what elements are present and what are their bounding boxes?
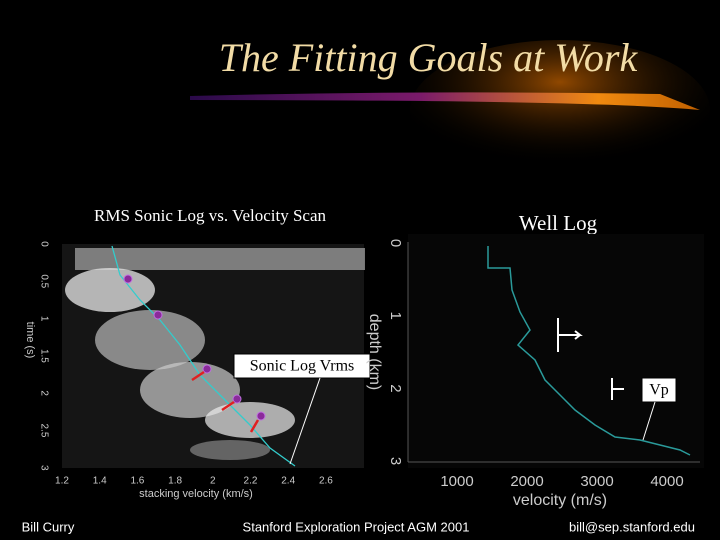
callout-box [641, 377, 677, 403]
y-tick-label: 0.5 [38, 274, 49, 288]
marker [611, 378, 624, 400]
footer-email: bill@sep.stanford.edu [569, 519, 695, 534]
y-tick-label: 3 [38, 465, 49, 471]
velocity-scan [62, 244, 365, 468]
x-tick-label: 1.8 [168, 476, 182, 487]
y-tick-label: 1 [387, 312, 404, 320]
pick [123, 274, 133, 284]
scan-blob [140, 362, 240, 418]
x-tick-label: 1.2 [55, 476, 69, 487]
y-tick-label: 2 [38, 390, 49, 396]
scan-blob [205, 402, 295, 438]
y-tick-label: 3 [387, 457, 404, 465]
callout-pointer [642, 401, 656, 441]
pick [232, 394, 242, 404]
caption: RMS Sonic Log vs. Velocity Scan [94, 206, 327, 225]
caption: Well Log [519, 211, 598, 235]
x-tick-label: 2000 [510, 473, 543, 490]
x-axis-label: velocity (m/s) [513, 492, 607, 509]
x-tick-label: 1.4 [93, 476, 107, 487]
scan-blob [95, 310, 205, 370]
y-tick-label: 0 [387, 239, 404, 247]
well-log [407, 234, 704, 468]
x-axis-label: stacking velocity (km/s) [139, 488, 253, 500]
footer-author: Bill Curry [22, 519, 75, 534]
vp-curve [487, 246, 691, 456]
y-tick-label: 2.5 [38, 424, 49, 438]
scan-band [75, 248, 365, 270]
x-tick-label: 2.6 [319, 476, 333, 487]
plot-area [408, 234, 704, 468]
tick-labels: 0 0.5 1 1.5 2 2.5 3 1.2 1.4 1.6 1.8 2 2.2 2.4 2.6 time … [24, 239, 684, 509]
arrows [191, 370, 260, 433]
title-swoosh [190, 92, 700, 110]
x-tick-label: 1000 [440, 473, 473, 490]
scan-blob [190, 440, 270, 460]
arrow [221, 400, 235, 412]
x-tick-label: 4000 [650, 473, 683, 490]
y-tick-label: 1.5 [38, 349, 49, 363]
picks [123, 274, 266, 421]
pick [256, 411, 266, 421]
arrow [191, 370, 205, 382]
y-tick-label: 2 [387, 384, 404, 392]
footer-event: Stanford Exploration Project AGM 2001 [243, 519, 470, 534]
y-tick-label: 0 [38, 241, 49, 247]
callout-pointer [289, 377, 321, 465]
pick [153, 310, 163, 320]
y-axis-label: time (s) [24, 322, 36, 359]
x-tick-label: 2.4 [281, 476, 295, 487]
y-tick-label: 1 [38, 316, 49, 322]
x-tick-label: 3000 [580, 473, 613, 490]
x-tick-label: 2.2 [244, 476, 258, 487]
marker [557, 318, 583, 352]
scan-blob [65, 268, 155, 312]
x-tick-label: 1.6 [130, 476, 144, 487]
pick [202, 364, 212, 374]
glow [410, 40, 710, 180]
x-tick-label: 2 [210, 476, 216, 487]
y-axis-label: depth (km) [366, 314, 383, 390]
callout: Sonic Log Vrms [250, 358, 355, 375]
title: The Fitting Goals at Work [219, 35, 639, 80]
callout-box [233, 353, 371, 379]
rms-curve [111, 245, 296, 467]
arrow [249, 419, 260, 433]
callout: Vp [649, 382, 669, 399]
